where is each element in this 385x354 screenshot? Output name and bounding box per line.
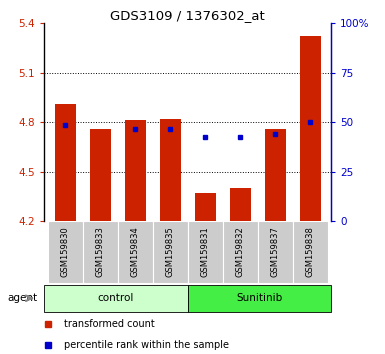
Bar <box>188 221 223 283</box>
Bar <box>300 36 321 221</box>
Bar <box>55 104 76 221</box>
Text: GSM159830: GSM159830 <box>61 226 70 277</box>
Bar <box>153 221 188 283</box>
Bar <box>293 221 328 283</box>
Bar <box>118 221 153 283</box>
Text: GSM159838: GSM159838 <box>306 226 315 277</box>
Bar <box>90 129 111 221</box>
Bar <box>48 221 83 283</box>
Text: GSM159834: GSM159834 <box>131 226 140 277</box>
Bar <box>264 129 286 221</box>
Text: GSM159835: GSM159835 <box>166 226 175 277</box>
Text: agent: agent <box>8 293 38 303</box>
Bar <box>223 221 258 283</box>
Text: percentile rank within the sample: percentile rank within the sample <box>64 340 229 350</box>
Bar <box>125 120 146 221</box>
Bar <box>195 193 216 221</box>
Text: transformed count: transformed count <box>64 319 155 329</box>
Bar <box>44 285 188 312</box>
Text: GSM159831: GSM159831 <box>201 226 210 277</box>
Bar <box>160 119 181 221</box>
Bar <box>230 188 251 221</box>
Text: GSM159832: GSM159832 <box>236 226 244 277</box>
Text: Sunitinib: Sunitinib <box>236 293 283 303</box>
Bar <box>258 221 293 283</box>
Text: GSM159833: GSM159833 <box>96 226 105 277</box>
Bar <box>83 221 118 283</box>
Bar <box>188 285 331 312</box>
Text: control: control <box>98 293 134 303</box>
Title: GDS3109 / 1376302_at: GDS3109 / 1376302_at <box>110 9 265 22</box>
Text: GSM159837: GSM159837 <box>271 226 280 277</box>
